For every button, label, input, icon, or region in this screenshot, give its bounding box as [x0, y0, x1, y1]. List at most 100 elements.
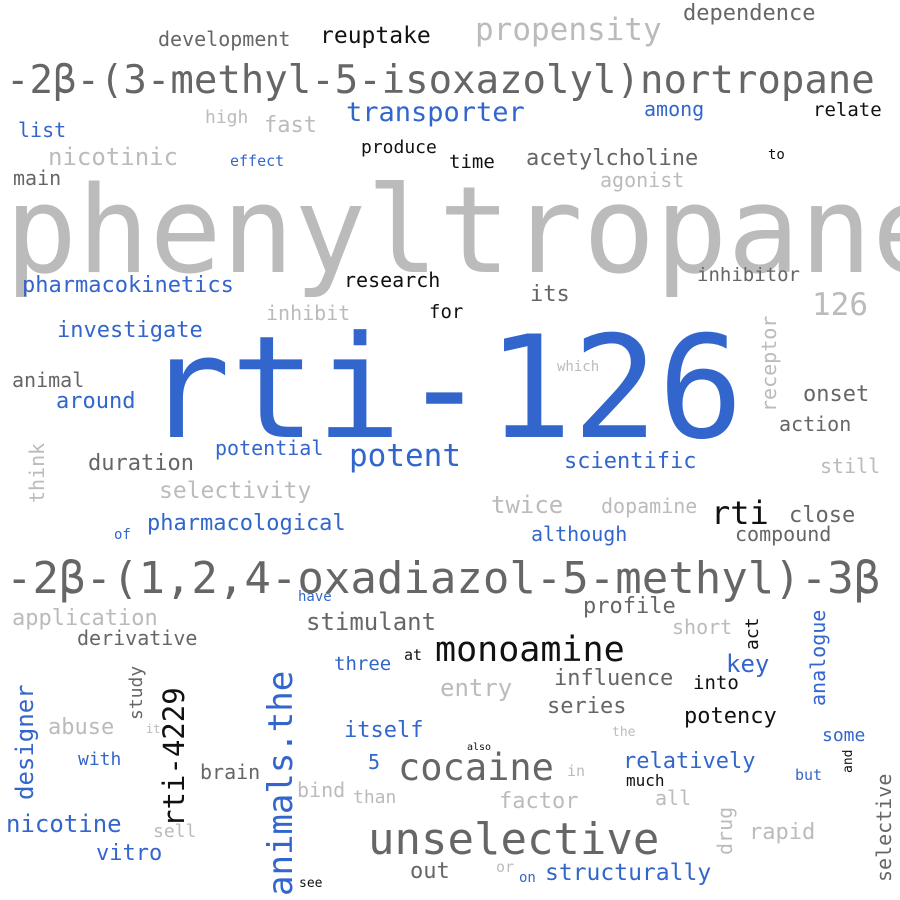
- word: agonist: [600, 168, 685, 192]
- word: animal: [12, 368, 85, 392]
- word: stimulant: [306, 608, 437, 636]
- word: than: [353, 787, 397, 808]
- word: rti: [711, 494, 769, 532]
- word: potent: [349, 438, 461, 474]
- word: short: [672, 615, 733, 639]
- word: application: [12, 606, 158, 631]
- word: rapid: [749, 820, 816, 845]
- word: rti-126: [145, 306, 744, 471]
- word: which: [557, 359, 600, 375]
- word: monoamine: [435, 630, 625, 670]
- word: scientific: [564, 449, 697, 474]
- word: still: [820, 454, 881, 478]
- word: phenyltropane: [5, 162, 900, 301]
- word: -2β-(3-methyl-5-isoxazolyl)nortropane: [6, 58, 875, 103]
- word: derivative: [77, 626, 198, 650]
- word: twice: [491, 491, 564, 519]
- word: also: [467, 742, 492, 753]
- word: close: [789, 503, 856, 528]
- word: its: [530, 282, 570, 307]
- word: -2β-(1,2,4-oxadiazol-5-methyl)-3β: [6, 553, 881, 604]
- word: produce: [361, 137, 437, 158]
- word: receptor: [757, 315, 781, 412]
- word: all: [655, 786, 692, 810]
- word: inhibit: [266, 301, 351, 325]
- word: relate: [813, 99, 882, 121]
- word: duration: [88, 451, 194, 476]
- word: have: [298, 589, 332, 605]
- word: much: [626, 771, 665, 790]
- word: think: [25, 442, 49, 503]
- word: or: [496, 858, 515, 876]
- word: list: [18, 118, 67, 142]
- word: onset: [803, 382, 870, 407]
- word: investigate: [57, 318, 203, 343]
- word: vitro: [96, 841, 163, 866]
- word: time: [449, 151, 495, 173]
- word: on: [519, 870, 536, 886]
- word: around: [56, 389, 136, 414]
- word: high: [205, 107, 249, 128]
- word: selectivity: [159, 478, 312, 504]
- word: acetylcholine: [526, 146, 699, 171]
- word: in: [567, 762, 586, 780]
- word: transporter: [346, 97, 525, 128]
- word: potential: [215, 436, 324, 460]
- word: of: [114, 527, 131, 543]
- word: unselective: [368, 814, 660, 865]
- word: propensity: [475, 12, 662, 48]
- word: compound: [735, 522, 832, 546]
- word: potency: [684, 704, 777, 729]
- word: entry: [440, 674, 513, 702]
- word: it: [146, 722, 161, 736]
- word: itself: [344, 718, 424, 743]
- word: study: [126, 665, 147, 720]
- word: key: [726, 650, 770, 678]
- word: dopamine: [601, 494, 698, 518]
- word: inhibitor: [697, 264, 800, 286]
- word: some: [822, 725, 866, 746]
- word: out: [410, 859, 450, 884]
- word: rti-4229: [157, 687, 191, 827]
- word: for: [429, 301, 464, 323]
- word: reuptake: [320, 23, 431, 49]
- word: and: [841, 749, 856, 773]
- word: into: [693, 672, 739, 694]
- word: selective: [872, 773, 896, 882]
- word: profile: [583, 594, 676, 619]
- word: dependence: [683, 1, 816, 26]
- word: at: [404, 646, 423, 664]
- word: factor: [499, 789, 579, 814]
- word: effect: [230, 152, 285, 170]
- word: designer: [11, 684, 39, 800]
- word: nicotine: [6, 810, 122, 838]
- word: see: [299, 876, 323, 891]
- word: pharmacokinetics: [22, 273, 234, 298]
- word: although: [531, 522, 628, 546]
- word: act: [742, 617, 763, 650]
- word: animals.the: [261, 670, 301, 896]
- word: brain: [200, 760, 261, 784]
- word: influence: [554, 666, 674, 691]
- word: abuse: [48, 715, 115, 740]
- word: 5: [368, 750, 381, 774]
- word: 126: [812, 287, 868, 323]
- word: to: [768, 147, 785, 163]
- word: action: [779, 412, 852, 436]
- word: but: [795, 766, 823, 784]
- word: fast: [264, 113, 317, 138]
- word: development: [158, 27, 291, 51]
- word: with: [78, 749, 122, 770]
- word: among: [644, 97, 705, 121]
- word: sell: [153, 821, 197, 842]
- word: pharmacological: [147, 511, 346, 536]
- word: nicotinic: [48, 143, 179, 171]
- word: structurally: [545, 860, 712, 886]
- word: main: [13, 166, 62, 190]
- word: analogue: [806, 609, 830, 706]
- word: cocaine: [398, 746, 554, 789]
- word: research: [344, 268, 441, 292]
- word: drug: [713, 806, 737, 855]
- word: three: [334, 653, 392, 675]
